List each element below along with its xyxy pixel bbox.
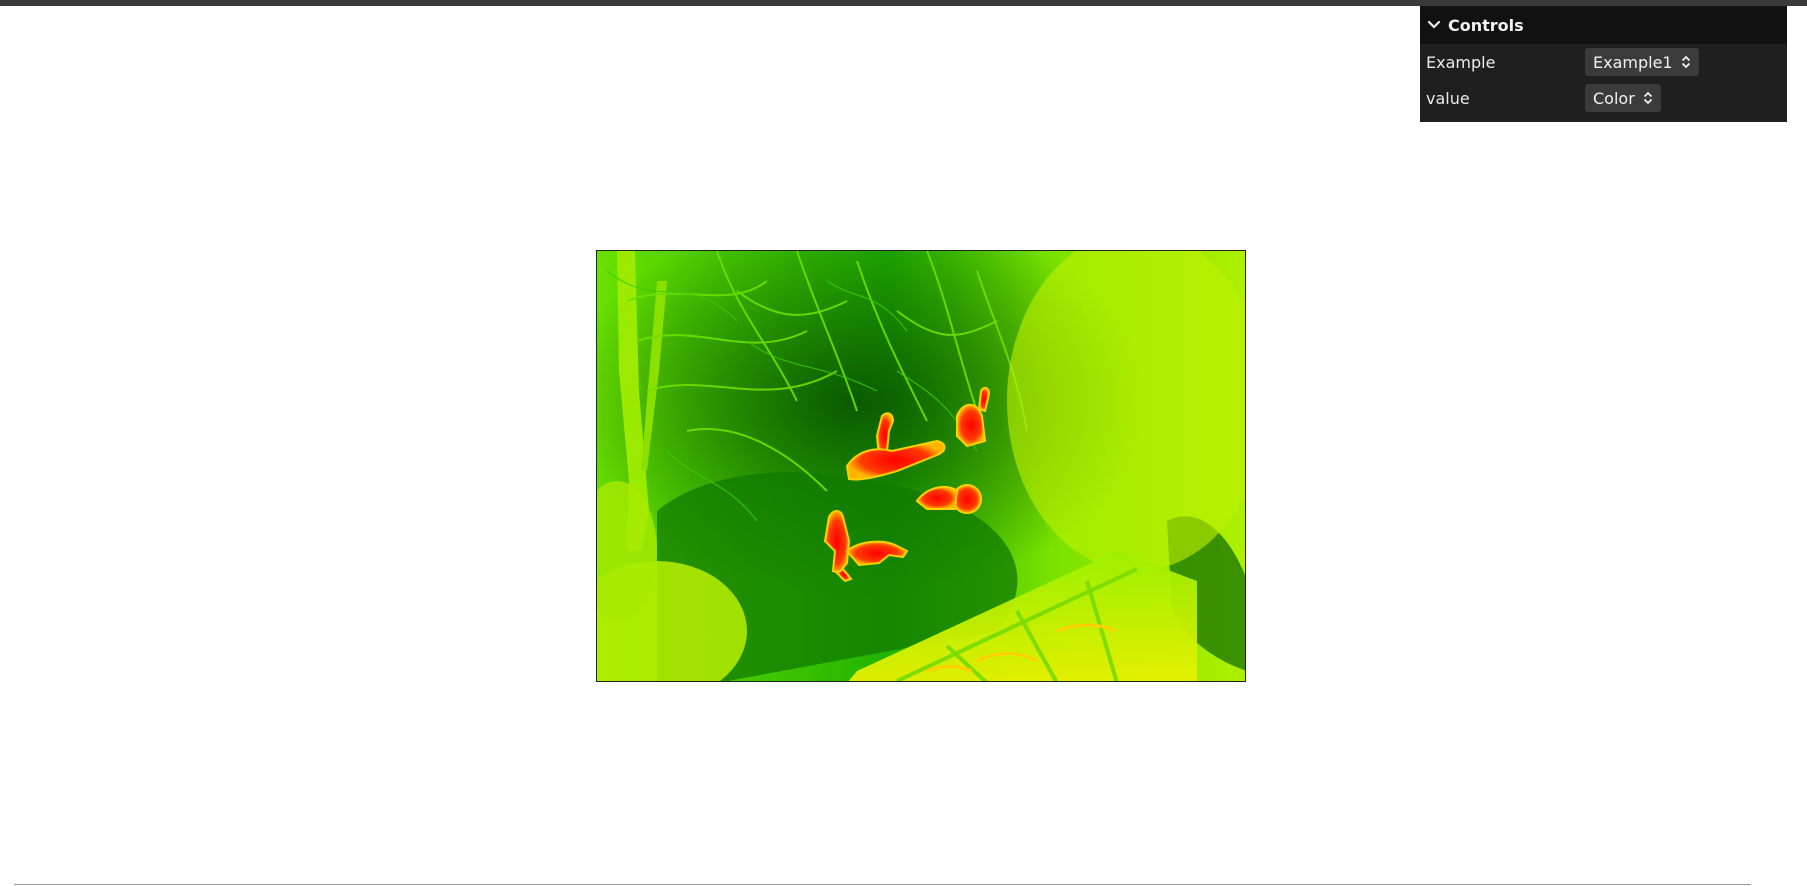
bottom-divider bbox=[14, 884, 1751, 885]
updown-icon bbox=[1681, 55, 1690, 69]
top-bar bbox=[0, 0, 1807, 6]
example-select-value: Example1 bbox=[1593, 52, 1673, 72]
thermal-image-viewer bbox=[596, 250, 1246, 682]
control-row-value: value Color bbox=[1420, 80, 1787, 116]
value-label: value bbox=[1426, 88, 1470, 108]
value-select[interactable]: Color bbox=[1585, 84, 1661, 112]
thermal-image bbox=[597, 251, 1245, 681]
updown-icon bbox=[1643, 91, 1652, 105]
controls-header[interactable]: Controls bbox=[1420, 6, 1787, 44]
example-label: Example bbox=[1426, 52, 1496, 72]
example-select[interactable]: Example1 bbox=[1585, 48, 1699, 76]
value-select-value: Color bbox=[1593, 88, 1635, 108]
controls-title: Controls bbox=[1448, 15, 1524, 35]
chevron-down-icon bbox=[1427, 20, 1441, 29]
control-row-example: Example Example1 bbox=[1420, 44, 1787, 80]
controls-panel: Controls Example Example1 value Color bbox=[1420, 6, 1787, 122]
